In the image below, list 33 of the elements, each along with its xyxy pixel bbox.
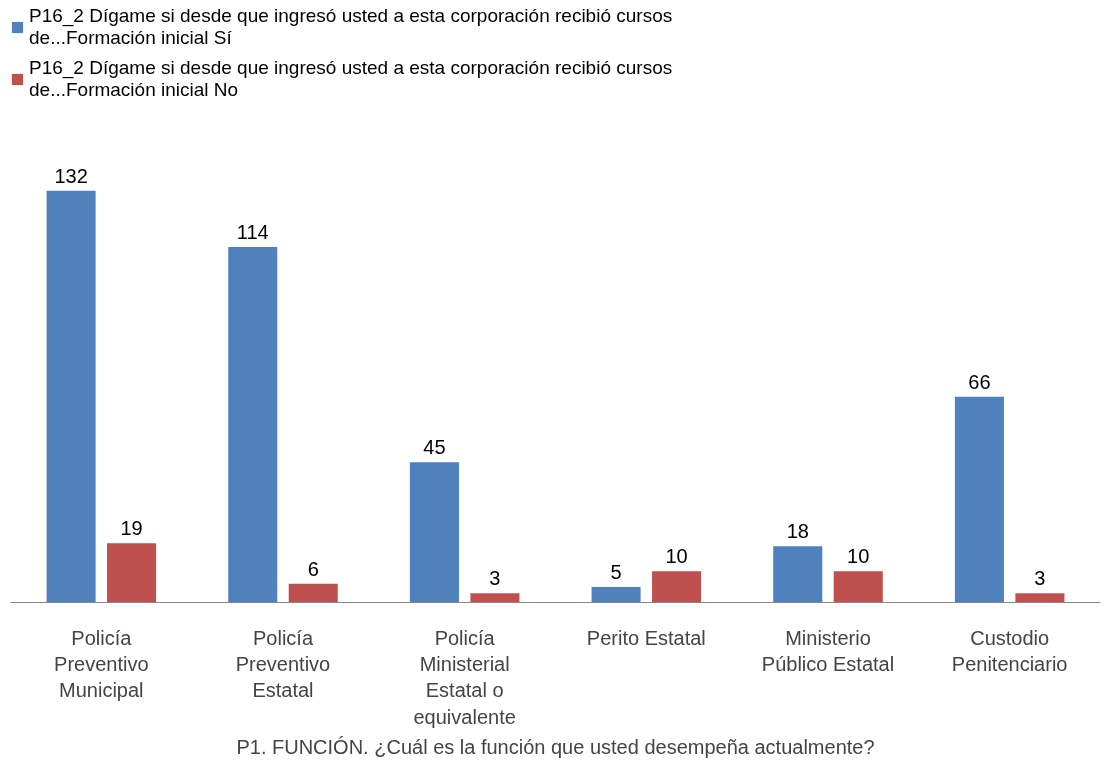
data-label: 132 — [54, 164, 88, 187]
bar — [409, 462, 459, 603]
legend-label: P16_2 Dígame si desde que ingresó usted a esta corporación recibió cursos de...Formación inicial Sí — [29, 5, 673, 49]
x-tick-label: Policía Preventivo Municipal — [54, 626, 149, 702]
data-label: 3 — [1034, 567, 1046, 590]
data-label: 19 — [120, 517, 143, 540]
bar — [288, 583, 338, 603]
bar — [46, 190, 96, 603]
x-tick-label: Custodio Penitenciario — [951, 626, 1068, 675]
data-label: 114 — [236, 220, 269, 243]
data-label: 6 — [307, 557, 319, 580]
x-tick-label: Perito Estatal — [586, 626, 706, 649]
x-tick-label: Policía Ministerial Estatal o equivalente — [413, 626, 516, 728]
bar — [107, 543, 157, 603]
bar — [773, 546, 823, 603]
data-label: 10 — [847, 545, 870, 568]
data-label: 10 — [665, 545, 688, 568]
x-axis-title: P1. FUNCIÓN. ¿Cuál es la función que usted desempeña actualmente? — [236, 735, 875, 758]
bar — [470, 593, 520, 603]
x-tick-label: Ministerio Público Estatal — [761, 626, 895, 675]
data-label: 45 — [423, 436, 446, 459]
x-tick-label: Policía Preventivo Estatal — [235, 626, 331, 702]
bar — [1015, 593, 1065, 603]
legend-label: P16_2 Dígame si desde que ingresó usted a esta corporación recibió cursos de...Formación inicial No — [29, 57, 673, 101]
bar — [228, 246, 278, 603]
bar — [833, 571, 883, 603]
bar — [954, 396, 1004, 603]
data-label: 5 — [610, 560, 622, 583]
data-label: 66 — [968, 370, 991, 393]
bar — [652, 571, 702, 603]
bar — [591, 586, 641, 603]
data-label: 3 — [489, 567, 501, 590]
data-label: 18 — [786, 520, 809, 543]
